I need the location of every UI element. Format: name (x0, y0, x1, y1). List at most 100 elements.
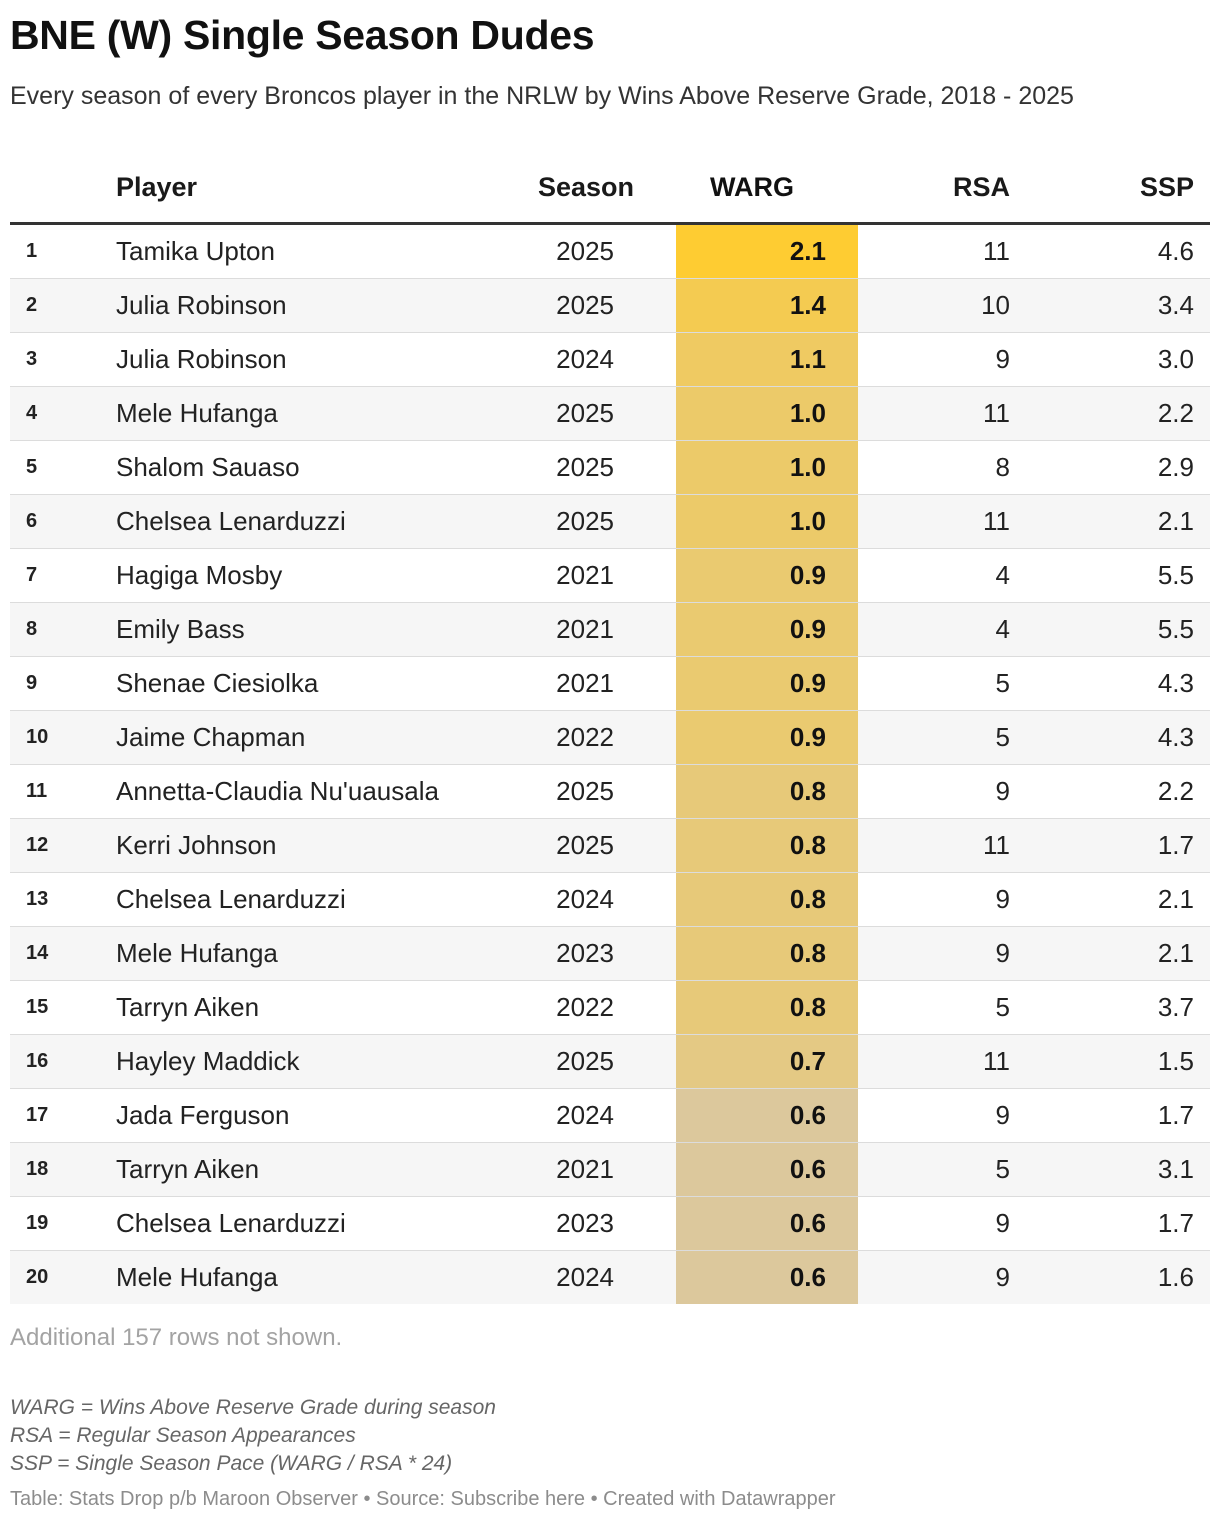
row-rank: 4 (26, 402, 38, 424)
row-rsa: 9 (995, 1208, 1010, 1238)
row-ssp: 3.1 (1157, 1154, 1194, 1184)
row-player: Emily Bass (116, 614, 245, 644)
column-header-ssp[interactable]: SSP (1139, 172, 1194, 202)
row-rsa: 11 (983, 830, 1010, 860)
row-ssp: 3.0 (1157, 344, 1194, 374)
source-footer: Table: Stats Drop p/b Maroon Observer • … (10, 1488, 836, 1510)
row-rank: 20 (26, 1266, 49, 1288)
row-rsa: 5 (995, 722, 1010, 752)
row-player: Annetta-Claudia Nu'uausala (116, 776, 439, 806)
row-ssp: 1.7 (1157, 830, 1194, 860)
row-season: 2023 (556, 1208, 614, 1238)
column-header-warg[interactable]: WARG (710, 172, 794, 202)
row-rsa: 4 (995, 614, 1010, 644)
row-warg: 2.1 (676, 225, 858, 278)
row-rank: 15 (26, 996, 49, 1018)
row-season: 2021 (556, 668, 614, 698)
row-rsa: 9 (995, 1100, 1010, 1130)
table-row: 4 Mele Hufanga 2025 1.0 11 2.2 (10, 387, 1210, 441)
row-warg: 1.0 (676, 441, 858, 494)
table-row: 9 Shenae Ciesiolka 2021 0.9 5 4.3 (10, 657, 1210, 711)
row-rank: 3 (26, 348, 38, 370)
table-row: 18 Tarryn Aiken 2021 0.6 5 3.1 (10, 1143, 1210, 1197)
table-body: 1 Tamika Upton 2025 2.1 11 4.6 2 Julia Robinson… (10, 225, 1210, 1304)
row-player: Chelsea Lenarduzzi (116, 506, 346, 536)
note-warg: WARG = Wins Above Reserve Grade during s… (10, 1396, 496, 1419)
row-ssp: 2.1 (1157, 884, 1194, 914)
row-player: Tamika Upton (116, 236, 275, 266)
row-season: 2025 (556, 1046, 614, 1076)
row-season: 2025 (556, 236, 614, 266)
row-player: Shenae Ciesiolka (116, 668, 319, 698)
row-warg: 0.8 (676, 927, 858, 980)
row-player: Jaime Chapman (116, 722, 306, 752)
row-player: Hayley Maddick (116, 1046, 300, 1076)
row-rsa: 9 (995, 1262, 1010, 1292)
row-warg: 0.9 (676, 711, 858, 764)
chart-subtitle: Every season of every Broncos player in … (10, 82, 1074, 110)
row-player: Kerri Johnson (116, 830, 277, 860)
chart-title: BNE (W) Single Season Dudes (10, 12, 595, 58)
row-rsa: 11 (983, 398, 1010, 428)
row-ssp: 1.5 (1157, 1046, 1194, 1076)
row-rsa: 5 (995, 668, 1010, 698)
row-ssp: 2.9 (1157, 452, 1194, 482)
table-row: 15 Tarryn Aiken 2022 0.8 5 3.7 (10, 981, 1210, 1035)
row-season: 2025 (556, 776, 614, 806)
row-rsa: 11 (983, 236, 1010, 266)
row-warg: 0.8 (676, 873, 858, 926)
row-warg: 0.7 (676, 1035, 858, 1088)
row-rank: 8 (26, 618, 38, 640)
table-row: 20 Mele Hufanga 2024 0.6 9 1.6 (10, 1251, 1210, 1304)
note-ssp: SSP = Single Season Pace (WARG / RSA * 2… (10, 1452, 453, 1475)
row-player: Mele Hufanga (116, 398, 278, 428)
row-ssp: 5.5 (1157, 560, 1194, 590)
row-rsa: 5 (995, 1154, 1010, 1184)
table-row: 5 Shalom Sauaso 2025 1.0 8 2.9 (10, 441, 1210, 495)
row-rank: 9 (26, 672, 38, 694)
row-ssp: 1.7 (1157, 1100, 1194, 1130)
row-player: Chelsea Lenarduzzi (116, 1208, 346, 1238)
row-warg: 0.6 (676, 1197, 858, 1250)
row-ssp: 2.2 (1157, 398, 1194, 428)
table-row: 12 Kerri Johnson 2025 0.8 11 1.7 (10, 819, 1210, 873)
table-row: 10 Jaime Chapman 2022 0.9 5 4.3 (10, 711, 1210, 765)
row-season: 2024 (556, 1262, 614, 1292)
column-header-player[interactable]: Player (116, 172, 198, 202)
row-ssp: 1.7 (1157, 1208, 1194, 1238)
row-rsa: 10 (981, 290, 1010, 320)
row-player: Chelsea Lenarduzzi (116, 884, 346, 914)
row-ssp: 3.4 (1157, 290, 1194, 320)
column-header-season[interactable]: Season (537, 172, 634, 202)
row-rank: 18 (26, 1158, 49, 1180)
note-rsa: RSA = Regular Season Appearances (10, 1424, 356, 1447)
row-warg: 0.8 (676, 819, 858, 872)
row-season: 2022 (556, 992, 614, 1022)
row-ssp: 4.3 (1157, 722, 1194, 752)
column-header-rsa[interactable]: RSA (952, 172, 1010, 202)
row-player: Mele Hufanga (116, 938, 278, 968)
row-warg: 1.4 (676, 279, 858, 332)
table-row: 1 Tamika Upton 2025 2.1 11 4.6 (10, 225, 1210, 279)
table-row: 17 Jada Ferguson 2024 0.6 9 1.7 (10, 1089, 1210, 1143)
more-rows-note: Additional 157 rows not shown. (10, 1324, 343, 1351)
row-warg: 0.9 (676, 603, 858, 656)
row-rsa: 4 (995, 560, 1010, 590)
row-rsa: 5 (995, 992, 1010, 1022)
data-table: Player Season WARG RSA SSP 1 Tamika Upton… (10, 160, 1210, 1304)
row-rsa: 9 (995, 344, 1010, 374)
table-row: 11 Annetta-Claudia Nu'uausala 2025 0.8 9 2.2 (10, 765, 1210, 819)
row-rank: 13 (26, 888, 49, 910)
row-season: 2021 (556, 614, 614, 644)
row-season: 2025 (556, 398, 614, 428)
row-season: 2024 (556, 884, 614, 914)
row-season: 2025 (556, 830, 614, 860)
row-rank: 17 (26, 1104, 49, 1126)
row-ssp: 4.6 (1157, 236, 1194, 266)
row-rsa: 9 (995, 776, 1010, 806)
table-row: 16 Hayley Maddick 2025 0.7 11 1.5 (10, 1035, 1210, 1089)
row-rank: 12 (26, 834, 49, 856)
row-rank: 10 (26, 726, 49, 748)
row-ssp: 5.5 (1157, 614, 1194, 644)
row-ssp: 1.6 (1157, 1262, 1194, 1292)
